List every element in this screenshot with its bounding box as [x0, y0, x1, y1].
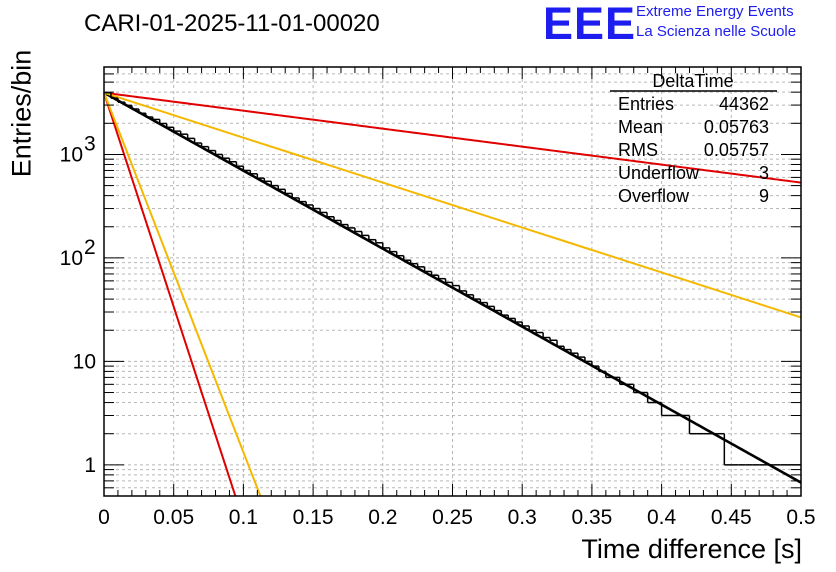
plot-frame	[103, 66, 802, 497]
stats-value-rms: 0.05757	[704, 140, 769, 160]
y-tick-exponent: 2	[84, 236, 96, 259]
chart-title: CARI-01-2025-11-01-00020	[84, 10, 380, 37]
y-tick-label: 10	[60, 143, 83, 166]
x-tick-label: 0.5	[786, 506, 815, 529]
stats-title: DeltaTime	[652, 71, 733, 91]
eee-tagline-1: Extreme Energy Events	[636, 3, 794, 20]
y-tick-exponent: 3	[84, 132, 96, 155]
stats-value-overflow: 9	[759, 186, 769, 206]
y-tick-label: 1	[84, 454, 96, 477]
y-tick-label: 10	[73, 350, 96, 373]
x-tick-label: 0.2	[368, 506, 397, 529]
axis-ticks: 0 0.05 0.1 0.15 0.2 0.25 0.3 0.35 0.4 0.45 0.5 1 10 1…	[60, 66, 816, 529]
stats-value-underflow: 3	[759, 163, 769, 183]
stats-label-rms: RMS	[618, 140, 658, 160]
stats-label-overflow: Overflow	[618, 186, 690, 206]
eee-logo: EEE	[543, 0, 637, 49]
x-tick-label: 0.1	[229, 506, 258, 529]
curve-upper-red	[103, 91, 802, 184]
x-tick-label: 0.3	[508, 506, 537, 529]
curve-lower-orange	[103, 92, 262, 497]
curve-lower-red	[103, 92, 237, 497]
stats-label-underflow: Underflow	[618, 163, 700, 183]
curves	[103, 91, 802, 497]
x-tick-label: 0.4	[647, 506, 677, 529]
x-tick-label: 0.35	[571, 506, 612, 529]
stats-label-entries: Entries	[618, 94, 674, 114]
x-tick-label: 0.05	[153, 506, 194, 529]
y-tick-label: 10	[60, 247, 83, 270]
stats-value-entries: 44362	[719, 94, 769, 114]
x-tick-label: 0.45	[711, 506, 752, 529]
curve-upper-orange	[103, 91, 802, 319]
x-tick-label: 0.15	[293, 506, 334, 529]
stats-label-mean: Mean	[618, 117, 663, 137]
stats-box: DeltaTime Entries 44362 Mean 0.05763 RMS 0.05…	[610, 71, 777, 206]
x-axis-label: Time difference [s]	[581, 534, 802, 564]
stats-value-mean: 0.05763	[704, 117, 769, 137]
eee-tagline-2: La Scienza nelle Scuole	[636, 23, 797, 40]
curve-fit	[103, 91, 802, 484]
grid	[104, 66, 801, 497]
x-tick-label: 0.25	[432, 506, 473, 529]
x-tick-label: 0	[98, 506, 110, 529]
